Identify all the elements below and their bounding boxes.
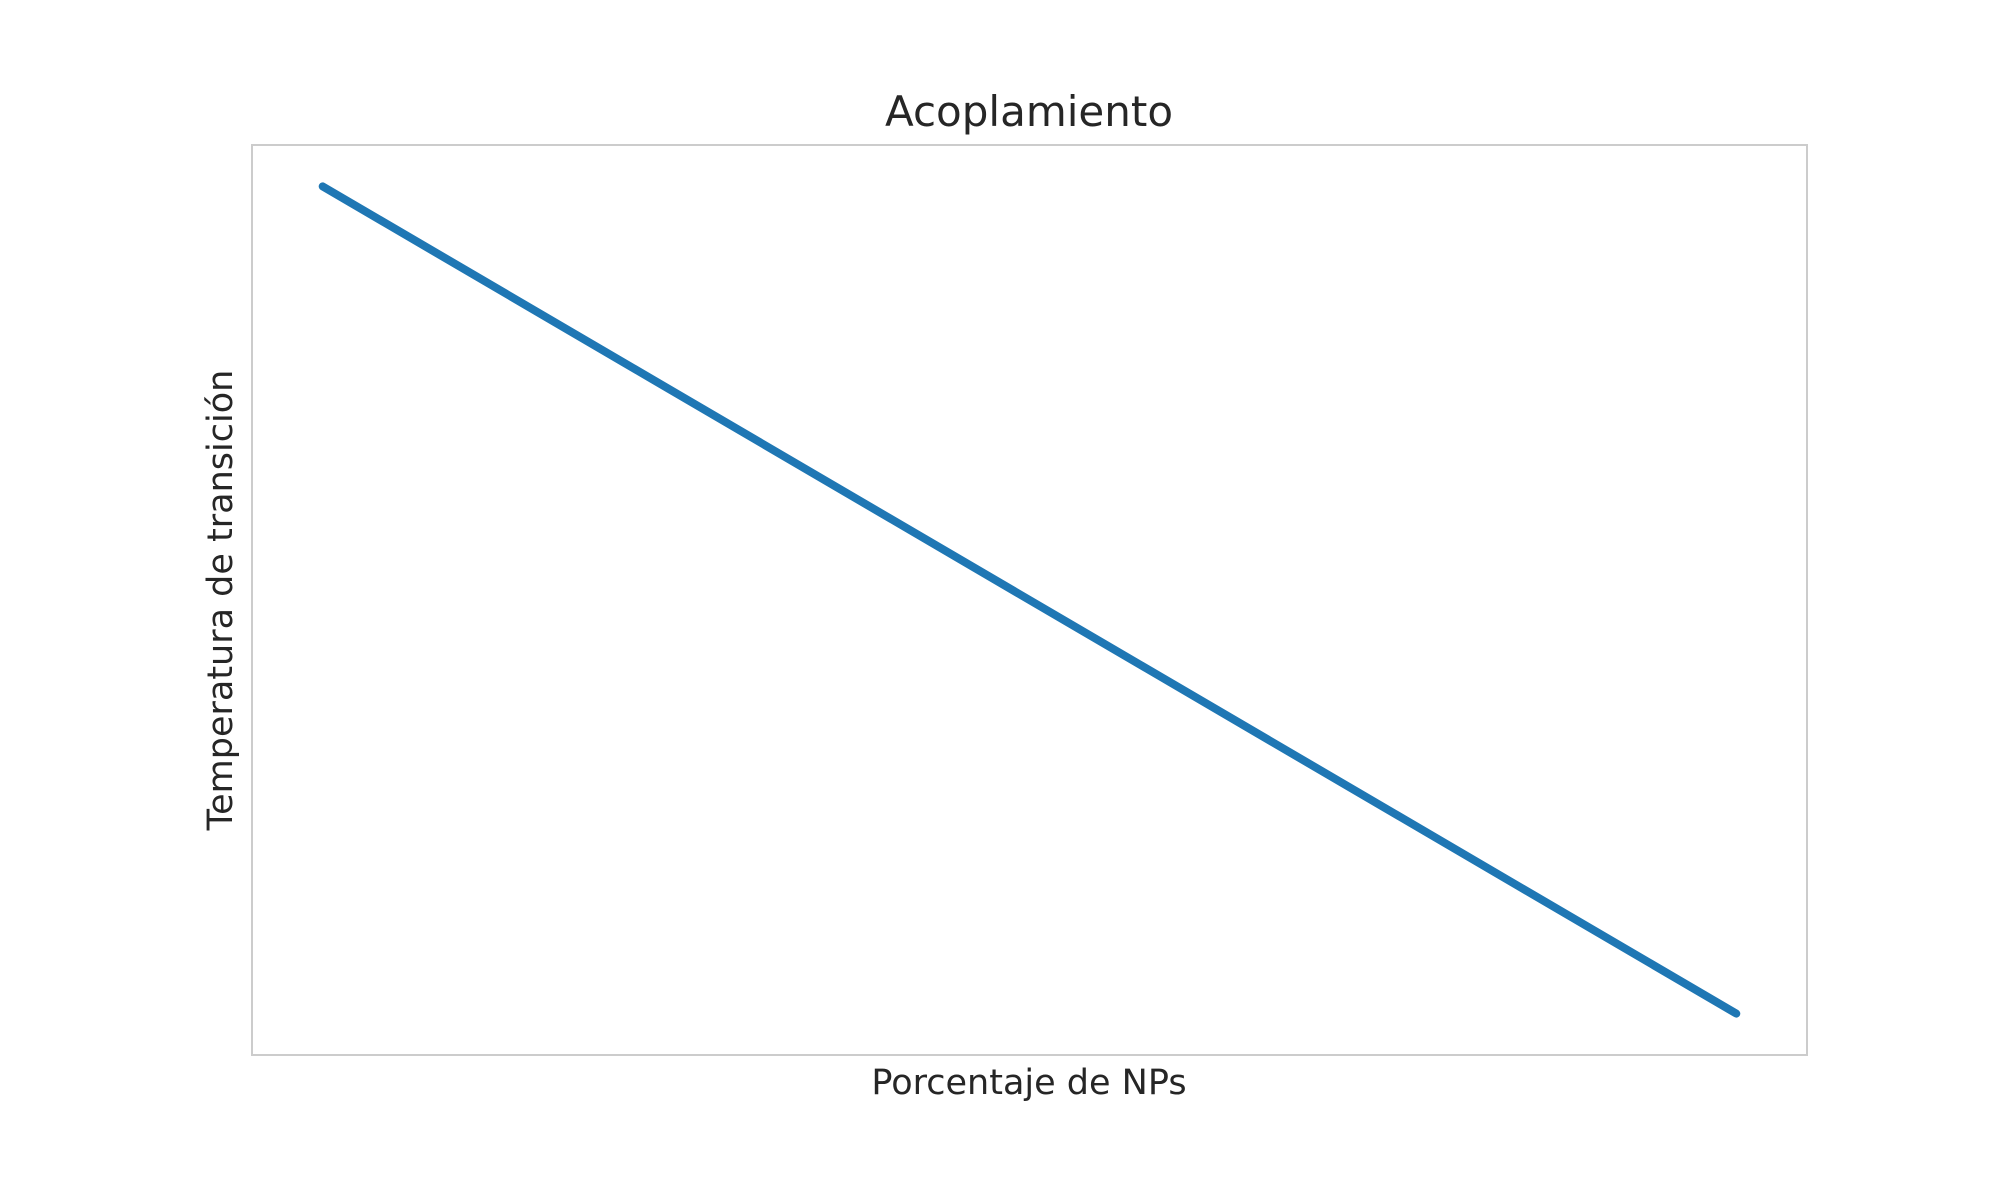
chart-title: Acoplamiento bbox=[885, 87, 1173, 136]
x-axis-label: Porcentaje de NPs bbox=[871, 1063, 1186, 1103]
series-layer bbox=[318, 182, 1741, 1018]
y-axis-label: Temperatura de transición bbox=[201, 370, 241, 832]
series-line-0 bbox=[318, 182, 1741, 1018]
